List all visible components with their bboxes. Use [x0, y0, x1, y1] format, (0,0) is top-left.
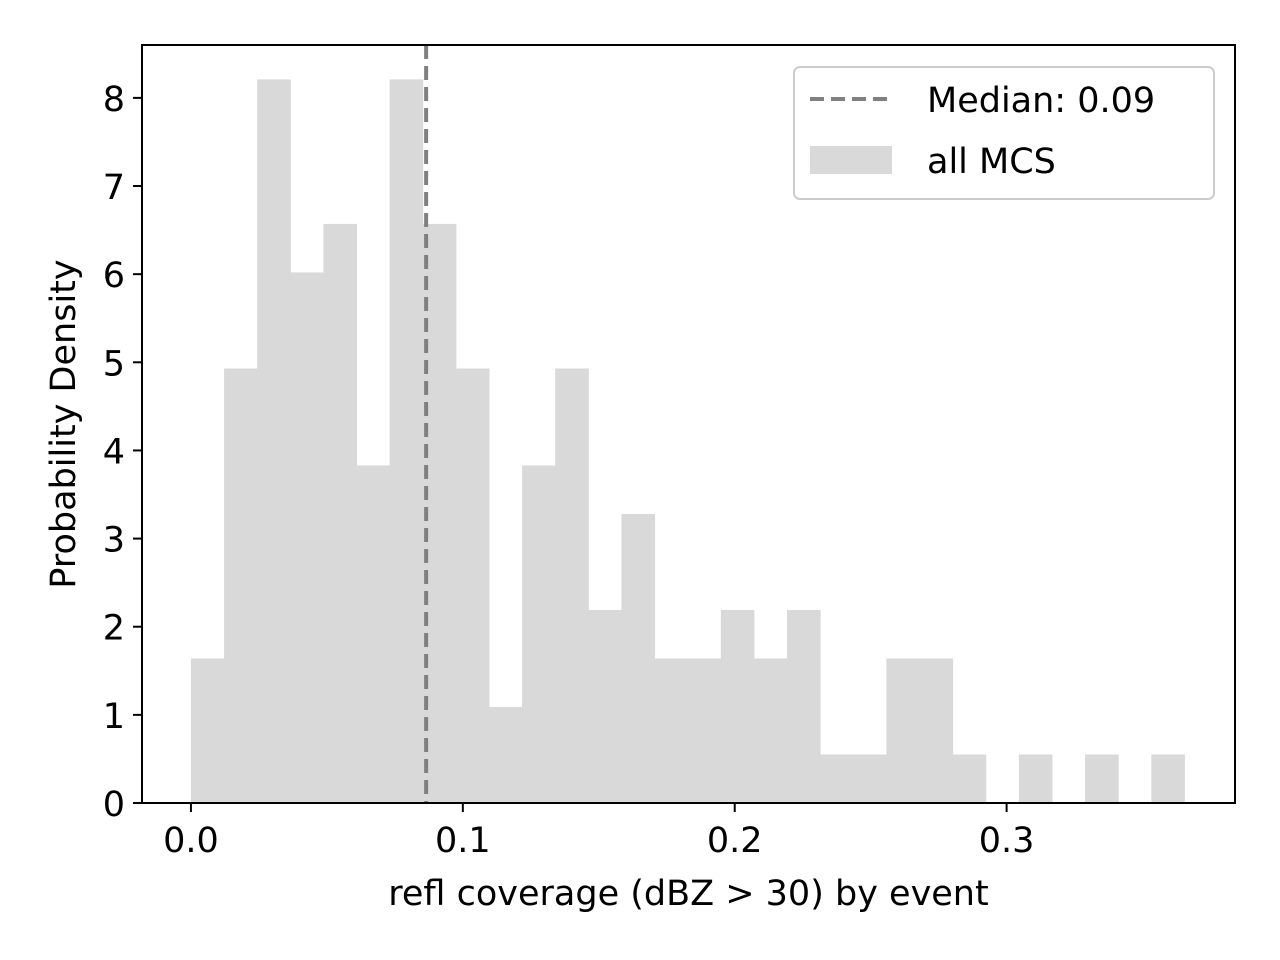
- plot-frame: [141, 44, 1236, 804]
- histogram-bar: [257, 79, 291, 804]
- histogram-bar: [389, 79, 424, 804]
- x-axis: 0.0 0.1 0.2 0.3: [163, 803, 1034, 861]
- y-tick-label: 0: [103, 785, 125, 825]
- histogram-bar: [356, 465, 391, 803]
- histogram-bar: [488, 706, 523, 803]
- histogram-bar: [753, 658, 788, 803]
- x-axis-title: refl coverage (dBZ > 30) by event: [388, 874, 988, 914]
- histogram-bar: [886, 658, 920, 803]
- y-tick-label: 2: [103, 609, 125, 649]
- histogram-bar: [1018, 754, 1053, 803]
- histogram-bar: [820, 754, 854, 803]
- histogram-bar: [1085, 754, 1119, 803]
- histogram-bar: [455, 368, 490, 803]
- histogram-bar: [588, 609, 622, 803]
- legend-all-mcs-swatch: [810, 146, 892, 174]
- histogram-bar: [853, 754, 887, 803]
- histogram-bar: [190, 658, 225, 803]
- histogram-bar: [687, 658, 722, 803]
- x-tick-label: 0.2: [707, 821, 763, 861]
- x-tick-label: 0.0: [163, 821, 219, 861]
- histogram-bar: [422, 223, 457, 804]
- histogram-bar: [952, 754, 987, 803]
- x-tick-label: 0.1: [435, 821, 491, 861]
- y-axis: 0 1 2 3 4 5 6 7 8: [103, 80, 142, 825]
- histogram-bar: [654, 658, 689, 803]
- legend: Median: 0.09 all MCS: [793, 66, 1215, 200]
- y-tick-label: 8: [103, 80, 125, 120]
- legend-box: [793, 66, 1215, 200]
- histogram-bars: [190, 79, 1185, 804]
- legend-median-label: Median: 0.09: [927, 81, 1155, 121]
- x-tick-label: 0.3: [979, 821, 1035, 861]
- y-axis-title: Probability Density: [44, 259, 84, 588]
- histogram-bar: [555, 368, 589, 803]
- histogram-bar: [224, 368, 258, 803]
- histogram-bar: [787, 609, 821, 803]
- y-tick-label: 5: [103, 344, 125, 384]
- histogram-bar: [290, 272, 324, 803]
- y-tick-label: 6: [103, 256, 125, 296]
- histogram-bar: [522, 465, 556, 803]
- legend-all-mcs-label: all MCS: [927, 142, 1056, 182]
- y-tick-label: 4: [103, 432, 125, 472]
- y-tick-label: 3: [103, 521, 125, 561]
- histogram-bar: [1151, 754, 1185, 803]
- histogram-bar: [621, 513, 656, 803]
- y-tick-label: 7: [103, 168, 125, 208]
- histogram-bar: [919, 658, 954, 803]
- y-tick-label: 1: [103, 697, 125, 737]
- histogram-bar: [323, 223, 358, 804]
- histogram-bar: [720, 609, 755, 803]
